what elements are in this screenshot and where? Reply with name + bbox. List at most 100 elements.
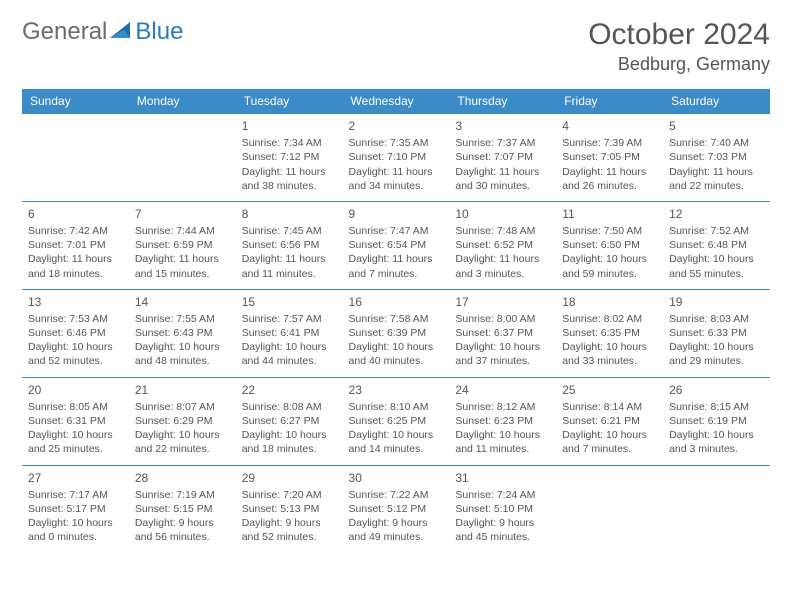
calendar-cell (129, 114, 236, 202)
calendar-cell: 1Sunrise: 7:34 AMSunset: 7:12 PMDaylight… (236, 114, 343, 202)
sunrise-line: Sunrise: 8:12 AM (455, 400, 550, 414)
sunset-line: Sunset: 5:17 PM (28, 502, 123, 516)
sunset-line: Sunset: 6:52 PM (455, 238, 550, 252)
day-header: Saturday (663, 89, 770, 114)
daylight-line: and 49 minutes. (349, 530, 444, 544)
header: General Blue October 2024 Bedburg, Germa… (22, 18, 770, 75)
day-header: Monday (129, 89, 236, 114)
sunrise-line: Sunrise: 7:45 AM (242, 224, 337, 238)
calendar-cell: 25Sunrise: 8:14 AMSunset: 6:21 PMDayligh… (556, 377, 663, 465)
sunrise-line: Sunrise: 7:57 AM (242, 312, 337, 326)
daylight-line: Daylight: 11 hours (242, 165, 337, 179)
calendar-cell (663, 465, 770, 552)
calendar-week-row: 20Sunrise: 8:05 AMSunset: 6:31 PMDayligh… (22, 377, 770, 465)
calendar-cell: 15Sunrise: 7:57 AMSunset: 6:41 PMDayligh… (236, 289, 343, 377)
day-header: Tuesday (236, 89, 343, 114)
day-number: 17 (455, 294, 550, 310)
day-number: 1 (242, 118, 337, 134)
daylight-line: Daylight: 10 hours (562, 252, 657, 266)
logo-text-blue: Blue (135, 18, 183, 46)
day-number: 25 (562, 382, 657, 398)
daylight-line: Daylight: 10 hours (455, 428, 550, 442)
day-number: 12 (669, 206, 764, 222)
daylight-line: Daylight: 9 hours (242, 516, 337, 530)
daylight-line: and 34 minutes. (349, 179, 444, 193)
daylight-line: Daylight: 10 hours (242, 428, 337, 442)
daylight-line: and 18 minutes. (28, 267, 123, 281)
calendar-cell: 17 Sunrise: 8:00 AMSunset: 6:37 PMDayligh… (449, 289, 556, 377)
daylight-line: Daylight: 10 hours (349, 428, 444, 442)
day-number: 18 (562, 294, 657, 310)
sunrise-line: Sunrise: 7:47 AM (349, 224, 444, 238)
daylight-line: Daylight: 11 hours (669, 165, 764, 179)
daylight-line: Daylight: 11 hours (455, 252, 550, 266)
calendar-cell: 19Sunrise: 8:03 AMSunset: 6:33 PMDayligh… (663, 289, 770, 377)
calendar-cell: 12Sunrise: 7:52 AMSunset: 6:48 PMDayligh… (663, 201, 770, 289)
daylight-line: Daylight: 11 hours (349, 165, 444, 179)
calendar-cell: 16Sunrise: 7:58 AMSunset: 6:39 PMDayligh… (343, 289, 450, 377)
calendar-week-row: 27Sunrise: 7:17 AMSunset: 5:17 PMDayligh… (22, 465, 770, 552)
sunset-line: Sunset: 7:03 PM (669, 150, 764, 164)
daylight-line: and 30 minutes. (455, 179, 550, 193)
sunrise-line: Sunrise: 7:19 AM (135, 488, 230, 502)
day-header: Wednesday (343, 89, 450, 114)
day-number: 29 (242, 470, 337, 486)
calendar-cell: 14Sunrise: 7:55 AMSunset: 6:43 PMDayligh… (129, 289, 236, 377)
calendar-cell: 9 Sunrise: 7:47 AMSunset: 6:54 PMDaylight… (343, 201, 450, 289)
day-number: 9 (349, 206, 444, 222)
day-number: 8 (242, 206, 337, 222)
daylight-line: Daylight: 9 hours (135, 516, 230, 530)
sunrise-line: Sunrise: 8:00 AM (455, 312, 550, 326)
calendar-cell: 4Sunrise: 7:39 AMSunset: 7:05 PMDaylight… (556, 114, 663, 202)
sunset-line: Sunset: 6:37 PM (455, 326, 550, 340)
day-number: 22 (242, 382, 337, 398)
sunset-line: Sunset: 6:27 PM (242, 414, 337, 428)
daylight-line: and 7 minutes. (562, 442, 657, 456)
daylight-line: and 33 minutes. (562, 354, 657, 368)
logo-triangle-icon (110, 20, 132, 45)
daylight-line: Daylight: 11 hours (349, 252, 444, 266)
calendar-cell: 29Sunrise: 7:20 AMSunset: 5:13 PMDayligh… (236, 465, 343, 552)
daylight-line: Daylight: 10 hours (669, 428, 764, 442)
calendar-week-row: 1Sunrise: 7:34 AMSunset: 7:12 PMDaylight… (22, 114, 770, 202)
day-number: 21 (135, 382, 230, 398)
sunset-line: Sunset: 6:39 PM (349, 326, 444, 340)
calendar-cell: 31Sunrise: 7:24 AMSunset: 5:10 PMDayligh… (449, 465, 556, 552)
calendar-table: Sunday Monday Tuesday Wednesday Thursday… (22, 89, 770, 552)
daylight-line: Daylight: 10 hours (135, 340, 230, 354)
location: Bedburg, Germany (588, 54, 770, 75)
sunset-line: Sunset: 6:54 PM (349, 238, 444, 252)
calendar-cell: 26Sunrise: 8:15 AMSunset: 6:19 PMDayligh… (663, 377, 770, 465)
day-header-row: Sunday Monday Tuesday Wednesday Thursday… (22, 89, 770, 114)
daylight-line: Daylight: 10 hours (135, 428, 230, 442)
calendar-cell: 21Sunrise: 8:07 AMSunset: 6:29 PMDayligh… (129, 377, 236, 465)
sunset-line: Sunset: 7:05 PM (562, 150, 657, 164)
sunrise-line: Sunrise: 7:22 AM (349, 488, 444, 502)
daylight-line: and 3 minutes. (669, 442, 764, 456)
daylight-line: Daylight: 9 hours (349, 516, 444, 530)
daylight-line: and 22 minutes. (669, 179, 764, 193)
sunset-line: Sunset: 5:10 PM (455, 502, 550, 516)
sunrise-line: Sunrise: 8:10 AM (349, 400, 444, 414)
daylight-line: Daylight: 11 hours (562, 165, 657, 179)
sunset-line: Sunset: 7:01 PM (28, 238, 123, 252)
calendar-cell: 27Sunrise: 7:17 AMSunset: 5:17 PMDayligh… (22, 465, 129, 552)
day-header: Friday (556, 89, 663, 114)
sunrise-line: Sunrise: 7:24 AM (455, 488, 550, 502)
day-number: 19 (669, 294, 764, 310)
day-number: 10 (455, 206, 550, 222)
sunset-line: Sunset: 5:15 PM (135, 502, 230, 516)
daylight-line: Daylight: 10 hours (455, 340, 550, 354)
daylight-line: Daylight: 11 hours (242, 252, 337, 266)
sunrise-line: Sunrise: 8:15 AM (669, 400, 764, 414)
sunrise-line: Sunrise: 8:14 AM (562, 400, 657, 414)
day-number: 20 (28, 382, 123, 398)
daylight-line: Daylight: 11 hours (28, 252, 123, 266)
daylight-line: and 11 minutes. (455, 442, 550, 456)
day-number: 30 (349, 470, 444, 486)
daylight-line: and 45 minutes. (455, 530, 550, 544)
sunset-line: Sunset: 7:07 PM (455, 150, 550, 164)
sunrise-line: Sunrise: 7:35 AM (349, 136, 444, 150)
sunrise-line: Sunrise: 7:55 AM (135, 312, 230, 326)
title-block: October 2024 Bedburg, Germany (588, 18, 770, 75)
